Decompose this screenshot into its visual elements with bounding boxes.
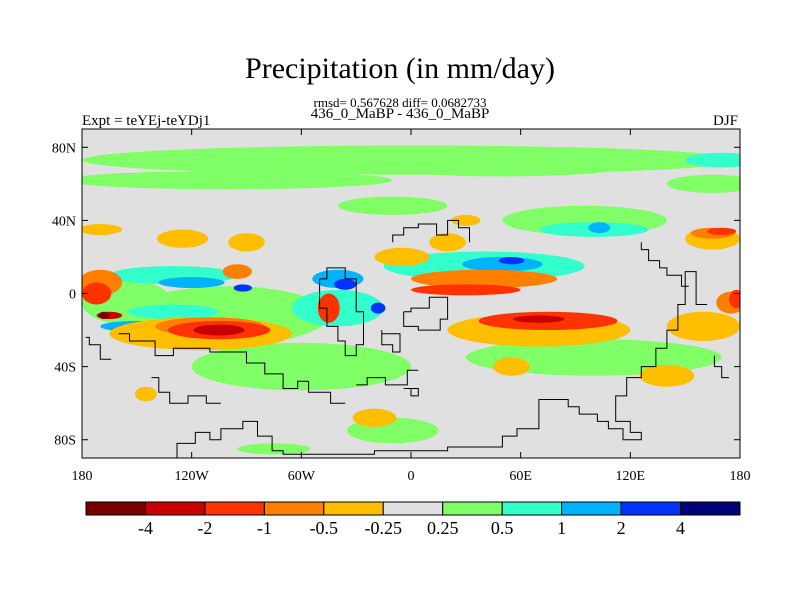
colorbar-label: -0.25 <box>365 518 403 538</box>
experiment-label: Expt = teYEj-teYDj1 <box>82 113 211 129</box>
stats-line: rmsd= 0.567628 diff= 0.0682733 <box>313 95 487 110</box>
precip-region <box>158 277 225 289</box>
coastline <box>151 377 221 404</box>
colorbar-swatch <box>204 501 265 516</box>
colorbar-swatch <box>382 501 444 516</box>
precip-region <box>334 278 357 290</box>
y-tick-label: 80N <box>52 141 76 156</box>
precip-region <box>513 315 565 323</box>
coastline <box>403 296 449 331</box>
precip-region <box>337 196 448 215</box>
colorbar-label: -2 <box>197 518 212 538</box>
coastlines <box>85 219 729 458</box>
colorbar-label: 0.5 <box>491 518 514 538</box>
colorbar-swatch <box>501 501 563 516</box>
colorbar-swatch <box>680 501 741 516</box>
x-tick-label: 120W <box>175 469 210 484</box>
precip-region <box>411 284 521 296</box>
precip-region <box>429 233 466 252</box>
precip-region <box>233 284 252 292</box>
coastline <box>640 242 689 287</box>
precip-region <box>374 154 631 177</box>
precip-region <box>135 386 157 402</box>
precip-region <box>729 289 740 309</box>
colorbar-swatch <box>561 501 622 516</box>
precip-region <box>352 408 397 427</box>
x-tick-label: 60W <box>288 469 316 484</box>
precip-region <box>666 311 740 342</box>
colorbar-label: -1 <box>257 518 272 538</box>
colorbar-swatch <box>620 501 682 516</box>
precip-region <box>82 171 393 190</box>
precip-region <box>228 233 265 252</box>
precip-region <box>370 302 386 314</box>
precip-region <box>222 264 252 279</box>
coastline <box>713 355 729 379</box>
precip-region <box>193 324 245 336</box>
precip-region <box>685 152 740 168</box>
coastline <box>403 388 419 397</box>
precip-region <box>156 229 209 248</box>
axis-ticks: 180 120W 60W 0 60E 120E 180 80N 40N 0 40S 80S <box>52 129 751 484</box>
precip-region <box>588 222 611 234</box>
colorbar: -4 -2 -1 -0.5 -0.25 0.25 0.5 1 2 4 <box>85 501 741 538</box>
x-tick-label: 0 <box>408 469 415 484</box>
colorbar-label: 4 <box>676 518 685 538</box>
precip-region <box>411 269 558 289</box>
coastline <box>118 333 346 404</box>
colorbar-swatch <box>144 501 206 516</box>
y-tick-label: 40S <box>54 361 76 376</box>
plot-subtitle: 436_0_MaBP - 436_0_MaBP <box>310 106 490 122</box>
precip-region <box>98 311 110 320</box>
coastline <box>381 330 401 353</box>
precip-region <box>317 293 340 323</box>
precip-region <box>191 342 411 391</box>
precip-region <box>82 224 123 236</box>
y-tick-label: 80S <box>54 434 76 449</box>
colorbar-swatch <box>263 501 325 516</box>
y-tick-label: 40N <box>52 214 76 229</box>
coastline <box>176 271 708 458</box>
x-tick-label: 180 <box>730 469 751 484</box>
coastline <box>356 369 419 386</box>
y-tick-label: 0 <box>69 288 76 303</box>
colorbar-swatch <box>442 501 503 516</box>
precip-region <box>666 174 740 193</box>
x-tick-label: 180 <box>72 469 93 484</box>
precip-region <box>493 357 530 376</box>
season-label: DJF <box>712 113 738 129</box>
colorbar-label: 1 <box>557 518 566 538</box>
x-tick-label: 120E <box>616 469 646 484</box>
colorbar-label: 0.25 <box>427 518 459 538</box>
colorbar-label: -0.5 <box>310 518 339 538</box>
precip-region <box>127 304 220 320</box>
precip-region <box>82 282 112 305</box>
colorbar-swatch <box>323 501 384 516</box>
precip-region <box>374 247 430 267</box>
plot-title: Precipitation (in mm/day) <box>245 52 555 85</box>
precip-region <box>639 364 695 387</box>
precip-region <box>498 256 525 265</box>
colorbar-label: 2 <box>617 518 626 538</box>
colorbar-label: -4 <box>138 518 153 538</box>
coastline <box>392 219 470 243</box>
precip-region <box>707 227 737 236</box>
coastline <box>319 267 364 357</box>
colorbar-swatch <box>85 501 146 516</box>
precip-region <box>237 443 311 455</box>
x-tick-label: 60E <box>509 469 532 484</box>
precipitation-field <box>82 145 740 455</box>
coastline <box>85 336 112 360</box>
